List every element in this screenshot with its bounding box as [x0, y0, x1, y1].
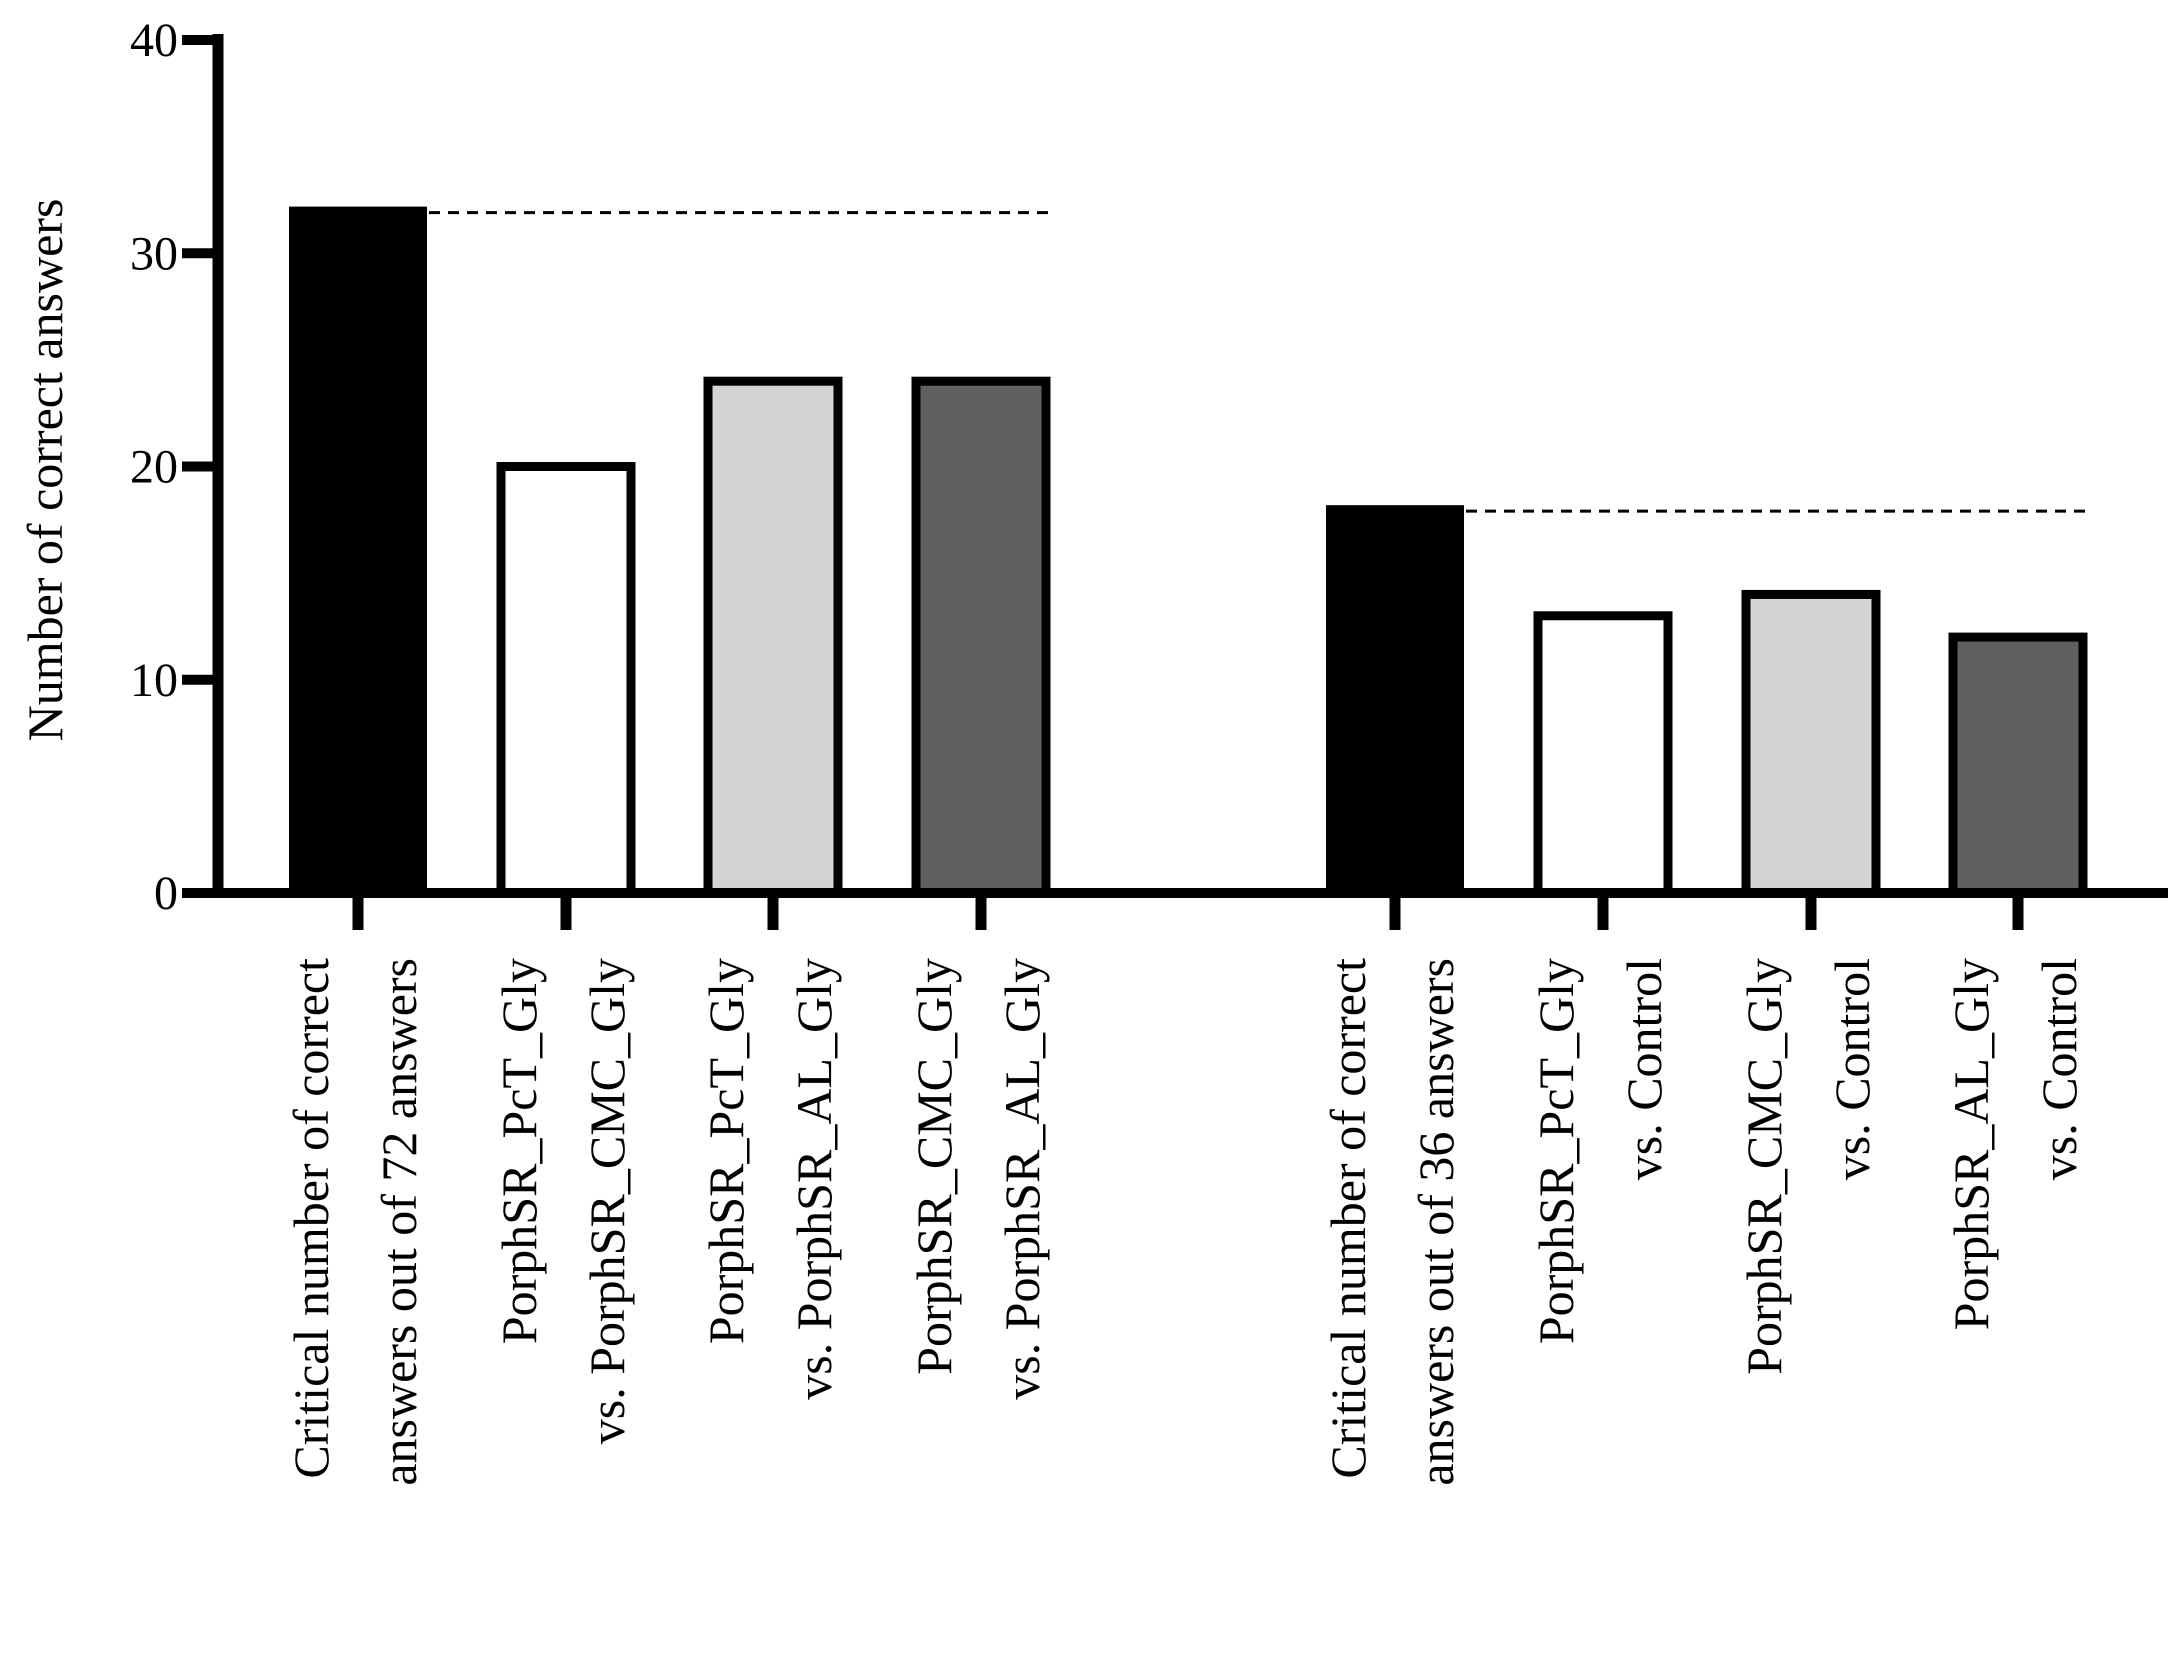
x-tick-label: vs. Control	[1616, 958, 1672, 1180]
bar	[1948, 632, 2088, 898]
bar	[289, 206, 427, 894]
x-tick-label: PorphSR_CMC_Gly	[906, 958, 962, 1375]
x-tick-label: PorphSR_PcT_Gly	[491, 958, 547, 1344]
y-tick-label: 0	[154, 867, 178, 920]
x-tick-label: vs. PorphSR_AL_Gly	[786, 958, 842, 1400]
x-tick-label: vs. Control	[1824, 958, 1880, 1180]
y-tick-label: 10	[130, 654, 178, 707]
x-tick-label: Critical number of correct	[283, 958, 339, 1479]
x-tick-label: PorphSR_PcT_Gly	[1528, 958, 1584, 1344]
x-tick-label: vs. PorphSR_AL_Gly	[994, 958, 1050, 1400]
bar	[1533, 611, 1673, 898]
x-tick-label: answers out of 72 answers	[371, 958, 427, 1486]
x-tick-label: PorphSR_AL_Gly	[1943, 958, 1999, 1330]
x-tick-label: Critical number of correct	[1320, 958, 1376, 1479]
x-tick-label: PorphSR_CMC_Gly	[1736, 958, 1792, 1375]
y-axis-title: Number of correct answers	[17, 199, 73, 742]
bar	[496, 462, 636, 898]
bar	[1741, 589, 1881, 898]
y-tick-label: 20	[130, 441, 178, 494]
x-tick-label: vs. PorphSR_CMC_Gly	[579, 958, 635, 1444]
y-tick-label: 30	[130, 227, 178, 280]
bar	[911, 376, 1051, 898]
x-tick-label: PorphSR_PcT_Gly	[698, 958, 754, 1344]
bar	[1326, 505, 1464, 893]
plot-area: Critical number of correct answers out of…	[17, 14, 2168, 1486]
y-tick-label: 40	[130, 14, 178, 67]
bar	[703, 376, 843, 898]
x-tick-label: vs. Control	[2031, 958, 2087, 1180]
x-tick-label: answers out of 36 answers	[1408, 958, 1464, 1486]
